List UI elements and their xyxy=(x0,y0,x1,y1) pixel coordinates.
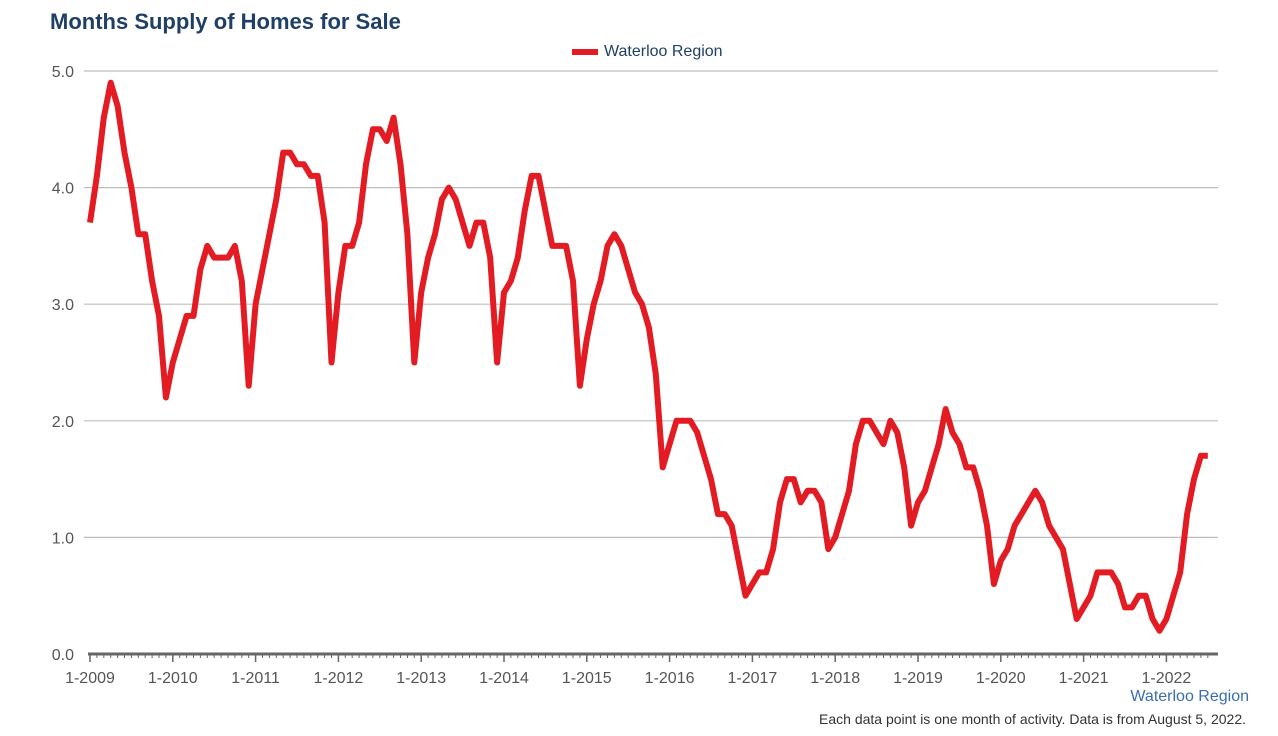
y-tick-label: 4.0 xyxy=(52,181,74,198)
x-tick-label: 1-2012 xyxy=(313,670,363,687)
chart-title: Months Supply of Homes for Sale xyxy=(50,9,401,34)
series-line-waterloo-region xyxy=(87,79,1208,634)
y-tick-label: 5.0 xyxy=(52,64,74,81)
x-tick-label: 1-2013 xyxy=(396,670,446,687)
x-tick-label: 1-2020 xyxy=(976,670,1026,687)
x-tick-label: 1-2015 xyxy=(562,670,612,687)
x-tick-label: 1-2009 xyxy=(65,670,115,687)
footer-region-label: Waterloo Region xyxy=(1130,688,1249,705)
legend-label: Waterloo Region xyxy=(604,43,723,60)
x-tick-label: 1-2011 xyxy=(231,670,280,687)
legend-swatch xyxy=(572,49,598,55)
x-tick-label: 1-2021 xyxy=(1059,670,1109,687)
y-tick-label: 2.0 xyxy=(52,414,74,431)
x-tick-label: 1-2022 xyxy=(1141,670,1191,687)
x-tick-label: 1-2014 xyxy=(479,670,529,687)
y-axis: 0.0 1.0 2.0 3.0 4.0 5.0 xyxy=(52,64,74,664)
footer-note: Each data point is one month of activity… xyxy=(819,711,1246,727)
y-tick-label: 0.0 xyxy=(52,647,74,664)
x-tick-label: 1-2016 xyxy=(645,670,695,687)
y-tick-label: 3.0 xyxy=(52,297,74,314)
x-tick-label: 1-2018 xyxy=(810,670,860,687)
x-tick-label: 1-2010 xyxy=(148,670,198,687)
x-axis: 1-2009 1-2010 1-2011 1-2012 1-2013 1-2014 1-20… xyxy=(65,652,1218,687)
series-layer xyxy=(87,79,1208,634)
gridlines xyxy=(84,70,1218,539)
x-tick-label: 1-2017 xyxy=(727,670,777,687)
x-tick-label: 1-2019 xyxy=(893,670,943,687)
legend: Waterloo Region xyxy=(572,43,723,61)
y-tick-label: 1.0 xyxy=(52,530,74,547)
